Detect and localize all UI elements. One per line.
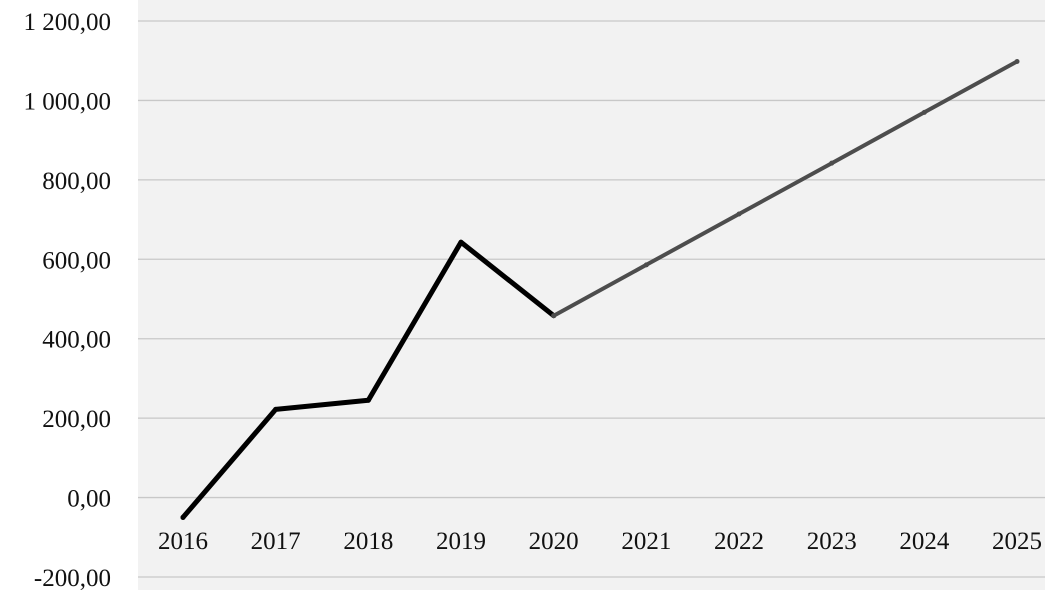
- data-point: [458, 239, 464, 245]
- y-tick-label: 200,00: [42, 406, 111, 433]
- series-line-projection: [551, 59, 1019, 318]
- y-tick-label: 0,00: [67, 486, 111, 513]
- data-point: [736, 211, 742, 217]
- x-tick-label: 2020: [529, 528, 579, 555]
- data-point: [180, 514, 186, 520]
- data-point: [1014, 59, 1020, 65]
- y-tick-label: -200,00: [34, 565, 111, 590]
- data-point: [829, 160, 835, 166]
- data-point: [551, 313, 557, 319]
- x-tick-label: 2024: [899, 528, 950, 555]
- data-point: [643, 262, 649, 268]
- x-tick-label: 2017: [251, 528, 301, 555]
- y-tick-label: 600,00: [42, 247, 111, 274]
- y-tick-label: 1 000,00: [24, 88, 112, 115]
- x-tick-label: 2025: [992, 528, 1042, 555]
- y-tick-label: 400,00: [42, 327, 111, 354]
- x-tick-label: 2016: [158, 528, 208, 555]
- x-tick-label: 2022: [714, 528, 764, 555]
- x-tick-label: 2021: [621, 528, 671, 555]
- y-tick-label: 800,00: [42, 168, 111, 195]
- y-tick-label: 1 200,00: [24, 9, 112, 36]
- data-point: [921, 109, 927, 115]
- data-point: [273, 406, 279, 412]
- x-tick-label: 2019: [436, 528, 486, 555]
- x-tick-label: 2023: [807, 528, 857, 555]
- data-point: [365, 397, 371, 403]
- x-tick-label: 2018: [343, 528, 393, 555]
